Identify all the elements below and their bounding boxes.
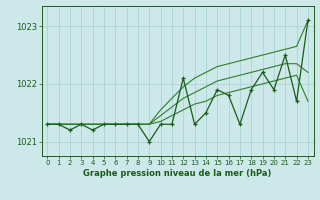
X-axis label: Graphe pression niveau de la mer (hPa): Graphe pression niveau de la mer (hPa): [84, 169, 272, 178]
